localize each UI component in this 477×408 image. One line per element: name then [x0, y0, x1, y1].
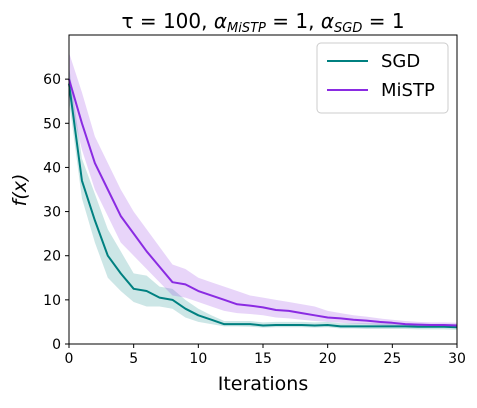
y-tick-label: 30: [43, 205, 61, 221]
title-mistp-subscript: MiSTP: [227, 21, 266, 36]
y-tick-label: 40: [43, 160, 61, 176]
legend-label-sgd: SGD: [381, 51, 420, 72]
title-mistp-value: = 1,: [266, 9, 321, 33]
y-tick-label: 10: [43, 293, 61, 309]
plot-frame: [68, 34, 458, 345]
x-tick-label: 0: [65, 351, 74, 367]
confidence-bands: [69, 52, 457, 330]
title-alpha-mistp: α: [214, 9, 227, 33]
title-alpha-sgd: α: [321, 9, 334, 33]
y-tick-label: 50: [43, 116, 61, 132]
y-tick-label: 60: [43, 72, 61, 88]
title-sgd-value: = 1: [362, 9, 404, 33]
y-tick-label: 20: [43, 249, 61, 265]
x-tick-label: 25: [383, 351, 401, 367]
x-tick-label: 10: [189, 351, 207, 367]
series-line-sgd: [68, 83, 458, 329]
legend: SGD MiSTP: [316, 42, 449, 114]
x-tick-label: 20: [319, 351, 337, 367]
y-axis-ticks: 0 10 20 30 40 50 60: [43, 72, 69, 353]
x-axis-label: Iterations: [218, 373, 309, 395]
x-tick-label: 30: [448, 351, 466, 367]
title-sgd-subscript: SGD: [334, 21, 362, 36]
title-tau-part: τ = 100,: [121, 9, 213, 33]
series-line-mistp: [68, 78, 458, 327]
x-tick-label: 5: [129, 351, 138, 367]
y-axis-label: f(x): [9, 174, 31, 207]
confidence-band-mistp: [69, 52, 457, 328]
x-tick-label: 15: [254, 351, 272, 367]
y-tick-label: 0: [52, 337, 61, 353]
series-lines: [68, 78, 458, 329]
x-axis-ticks: 0 5 10 15 20 25 30: [65, 344, 466, 367]
legend-label-mistp: MiSTP: [381, 80, 435, 101]
chart-title: τ = 100, αMiSTP = 1, αSGD = 1: [121, 9, 404, 36]
